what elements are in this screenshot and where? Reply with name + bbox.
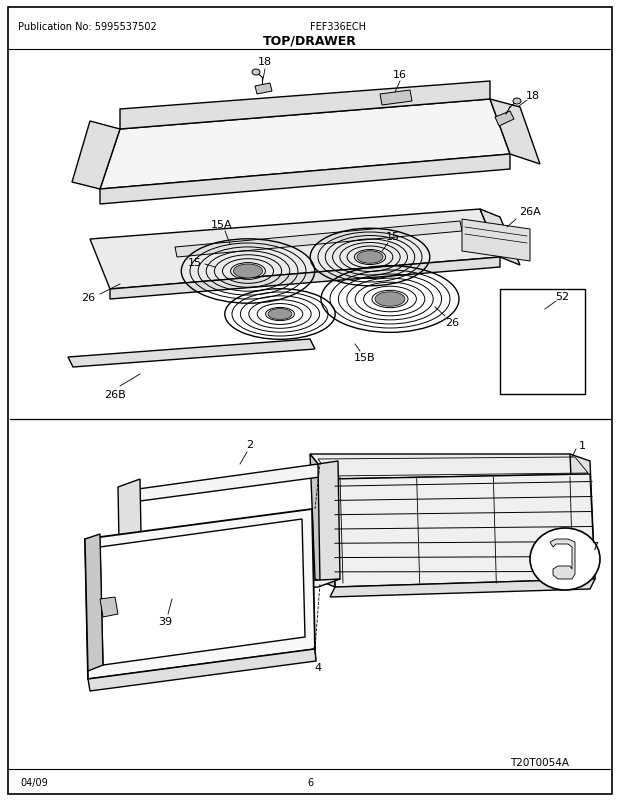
Polygon shape (138, 464, 320, 501)
Polygon shape (310, 455, 590, 480)
Text: 15A: 15A (211, 220, 233, 229)
Polygon shape (100, 155, 510, 205)
Text: 15B: 15B (354, 353, 376, 363)
Text: 26A: 26A (519, 207, 541, 217)
Ellipse shape (530, 529, 600, 590)
Text: 15: 15 (386, 232, 400, 241)
Text: 6: 6 (307, 777, 313, 787)
Polygon shape (175, 221, 462, 257)
Polygon shape (495, 111, 514, 127)
Text: 1: 1 (578, 440, 585, 451)
Ellipse shape (513, 99, 521, 105)
Polygon shape (480, 210, 520, 265)
Polygon shape (72, 122, 120, 190)
Polygon shape (535, 296, 555, 379)
Text: 2: 2 (246, 439, 254, 449)
Text: 16: 16 (393, 70, 407, 80)
Text: 7: 7 (591, 541, 598, 551)
Text: 04/09: 04/09 (20, 777, 48, 787)
Text: 15: 15 (188, 257, 202, 268)
Polygon shape (570, 455, 595, 579)
Ellipse shape (357, 252, 383, 264)
Polygon shape (120, 82, 490, 130)
Polygon shape (330, 579, 595, 597)
Polygon shape (85, 509, 315, 679)
Text: 52: 52 (555, 292, 569, 302)
Polygon shape (490, 100, 540, 164)
Polygon shape (85, 534, 103, 671)
Text: 39: 39 (158, 616, 172, 626)
Text: Publication No: 5995537502: Publication No: 5995537502 (18, 22, 157, 32)
Polygon shape (310, 455, 335, 587)
Polygon shape (550, 539, 575, 579)
Text: 4: 4 (314, 662, 322, 672)
Polygon shape (100, 597, 118, 618)
Polygon shape (330, 475, 595, 587)
Polygon shape (380, 91, 412, 106)
Ellipse shape (268, 309, 292, 320)
Ellipse shape (234, 265, 262, 278)
Polygon shape (100, 520, 305, 665)
Bar (500, 290, 585, 395)
Text: 26: 26 (445, 318, 459, 327)
Text: TOP/DRAWER: TOP/DRAWER (263, 35, 357, 48)
Text: T20T0054A: T20T0054A (510, 757, 569, 767)
Text: 18: 18 (526, 91, 540, 101)
Ellipse shape (252, 70, 260, 76)
Polygon shape (110, 257, 500, 300)
Polygon shape (318, 461, 340, 583)
Text: FEF336ECH: FEF336ECH (310, 22, 366, 32)
Polygon shape (68, 339, 315, 367)
Polygon shape (462, 220, 530, 261)
Text: 26B: 26B (104, 390, 126, 399)
Polygon shape (255, 84, 272, 95)
Text: 26: 26 (81, 293, 95, 302)
Polygon shape (120, 579, 340, 597)
Polygon shape (118, 480, 142, 597)
Ellipse shape (375, 293, 405, 307)
Polygon shape (88, 649, 316, 691)
Text: 18: 18 (258, 57, 272, 67)
Polygon shape (100, 100, 510, 190)
Polygon shape (90, 210, 500, 290)
